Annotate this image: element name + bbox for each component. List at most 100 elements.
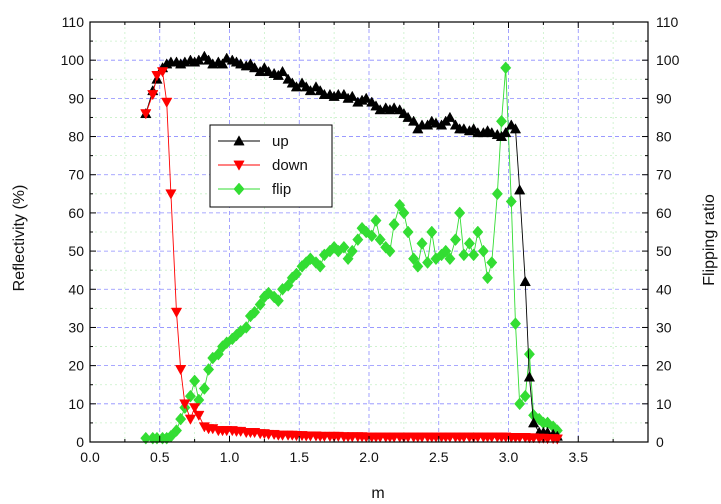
series-down-point	[165, 189, 177, 200]
series-up-point	[346, 90, 358, 101]
series-down-point	[140, 109, 152, 120]
y-tick-label: 30	[68, 319, 84, 335]
series-flip-point	[468, 248, 480, 262]
series-down-point	[151, 71, 163, 82]
legend-marker-flip	[233, 182, 245, 196]
series-flip-point	[184, 389, 196, 403]
y2-tick-label: 30	[656, 319, 672, 335]
y-axis-title: Reflectivity (%)	[11, 185, 28, 292]
series-flip-point	[366, 229, 378, 243]
series-flip-point	[384, 244, 396, 258]
series-flip-point	[193, 393, 205, 407]
series-down-point	[193, 410, 205, 421]
series-up-point	[402, 111, 414, 122]
series-flip-point	[454, 206, 466, 220]
series-flip-point	[422, 256, 434, 269]
x-tick-label: 1.0	[220, 449, 240, 465]
series-down-point	[551, 434, 563, 445]
x-tick-label: 0.0	[80, 449, 100, 465]
series-flip-point	[458, 248, 470, 262]
series-group	[140, 50, 563, 445]
axes: 0.0 0.5 1.0 1.5 2.0 2.5 3.0 3.5 0 10 20 30 40 50 60 70 8…	[61, 14, 680, 465]
legend: up down flip	[209, 124, 333, 208]
legend-label-up: up	[272, 133, 289, 150]
y2-tick-label: 100	[656, 52, 680, 68]
series-flip-point	[346, 244, 358, 258]
series-down	[140, 67, 563, 445]
series-flip-point	[523, 347, 535, 361]
series-flip-point	[338, 240, 350, 254]
y-tick-label: 60	[68, 205, 84, 221]
series-down-point	[156, 67, 169, 78]
series-flip-point	[398, 206, 410, 220]
series-flip-point	[310, 256, 322, 269]
legend-label-down: down	[272, 157, 308, 174]
series-up-point	[276, 65, 289, 77]
x-tick-label: 1.5	[290, 449, 310, 465]
series-flip-point	[495, 114, 508, 128]
series-up-point	[509, 123, 522, 134]
y-tick-label: 40	[68, 281, 84, 297]
y-tick-label: 10	[68, 396, 84, 412]
y-tick-label: 0	[76, 434, 84, 450]
series-flip-point	[477, 244, 489, 258]
series-flip-point	[482, 271, 494, 285]
series-flip-point	[412, 260, 424, 273]
y2-tick-label: 90	[656, 90, 672, 106]
series-flip-point	[249, 305, 261, 319]
y2-tick-label: 40	[656, 281, 672, 297]
series-flip-point	[394, 198, 406, 212]
series-flip-point	[514, 397, 526, 411]
series-up-point	[527, 417, 540, 428]
series-flip-point	[463, 237, 475, 250]
series-flip-point	[509, 317, 522, 330]
series-flip	[140, 61, 563, 445]
y-tick-label: 90	[68, 90, 84, 106]
x-tick-label: 0.5	[150, 449, 170, 465]
series-flip-point	[352, 233, 364, 246]
series-flip-point	[491, 187, 503, 201]
y2-tick-label: 20	[656, 358, 672, 374]
y2-tick-label: 10	[656, 396, 672, 412]
x-axis-title: m	[371, 485, 384, 502]
series-up-point	[519, 275, 531, 287]
series-up-point	[360, 92, 372, 103]
y2-tick-label: 60	[656, 205, 672, 221]
series-flip-point	[449, 233, 462, 246]
series-flip-point	[444, 252, 456, 266]
legend-box	[209, 124, 333, 208]
series-flip-point	[505, 195, 517, 208]
series-down-point	[179, 399, 191, 410]
grid	[90, 22, 648, 442]
y2-tick-label: 50	[656, 243, 672, 259]
y-tick-label: 70	[68, 167, 84, 183]
series-flip-point	[189, 374, 201, 388]
series-flip-point	[175, 412, 187, 426]
series-flip-point	[500, 61, 512, 75]
series-down-point	[147, 90, 159, 101]
series-up	[140, 50, 563, 441]
series-up-point	[500, 127, 512, 138]
series-down-point	[189, 403, 201, 414]
series-up-point	[216, 58, 229, 69]
series-down-point	[184, 414, 197, 425]
y-tick-label: 50	[68, 243, 84, 259]
series-up-point	[444, 111, 456, 122]
series-down-point	[170, 307, 183, 318]
series-flip-point	[533, 412, 545, 426]
x-tick-label: 3.0	[499, 449, 519, 465]
series-flip-point	[388, 218, 400, 231]
series-flip-point	[408, 252, 420, 266]
legend-marker-down	[233, 160, 245, 171]
y2-tick-label: 80	[656, 129, 672, 145]
legend-label-flip: flip	[272, 181, 291, 198]
series-up-point	[514, 184, 526, 195]
series-flip-point	[440, 244, 452, 258]
y2-axis-title: Flipping ratio	[701, 194, 718, 286]
series-flip-point	[212, 347, 224, 361]
series-down-point	[175, 365, 187, 376]
series-up-point	[523, 371, 536, 382]
legend-marker-up	[233, 135, 245, 146]
